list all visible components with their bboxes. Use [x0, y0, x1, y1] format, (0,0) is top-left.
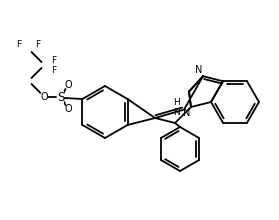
Text: O: O: [65, 80, 72, 90]
Text: F: F: [35, 40, 41, 48]
Text: F: F: [52, 55, 57, 64]
Text: N: N: [195, 65, 202, 75]
Text: S: S: [57, 90, 64, 103]
Text: F: F: [16, 40, 21, 48]
Text: O: O: [41, 92, 48, 102]
Text: H
N: H N: [173, 98, 180, 117]
Text: F: F: [52, 66, 57, 75]
Text: N: N: [183, 108, 190, 118]
Text: O: O: [65, 104, 72, 114]
